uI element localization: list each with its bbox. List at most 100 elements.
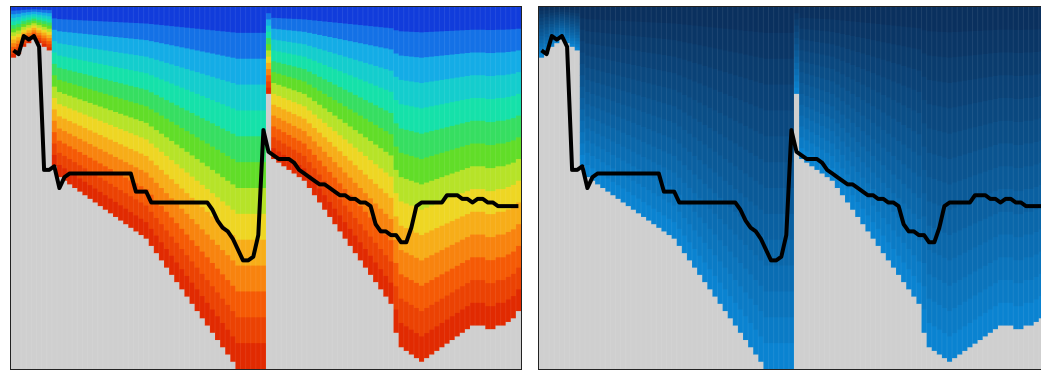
right-cell <box>890 118 897 138</box>
left-cell <box>398 104 405 129</box>
right-seabed-column <box>646 220 652 369</box>
right-cell <box>666 137 672 155</box>
left-cell <box>148 109 155 127</box>
left-cell <box>72 136 78 150</box>
right-cell <box>1023 257 1029 281</box>
left-cell <box>332 69 338 85</box>
right-cell <box>992 260 999 284</box>
left-cell <box>480 302 486 326</box>
right-cell <box>804 73 810 86</box>
right-cell <box>1013 260 1019 284</box>
left-cell <box>403 31 410 57</box>
left-cell <box>77 112 83 127</box>
right-cell <box>600 123 606 137</box>
right-cell <box>1028 257 1035 281</box>
left-cell <box>92 160 99 175</box>
left-cell <box>143 139 150 157</box>
right-cell <box>712 151 718 173</box>
left-cell <box>398 298 405 324</box>
left-cell <box>490 145 496 169</box>
right-cell <box>998 302 1004 326</box>
right-cell <box>931 252 938 278</box>
right-cell <box>896 121 902 142</box>
left-cell <box>11 28 17 33</box>
right-cell <box>768 343 774 369</box>
left-cell <box>449 173 456 198</box>
right-cell <box>1033 29 1040 53</box>
left-cell <box>133 215 139 232</box>
right-cell <box>880 7 887 25</box>
right-cell <box>727 296 734 319</box>
right-cell <box>885 61 892 80</box>
right-cell <box>625 21 632 36</box>
left-cell <box>189 49 195 72</box>
left-cell <box>194 72 201 95</box>
right-cell <box>748 79 754 105</box>
right-cell <box>1008 7 1014 31</box>
right-cell <box>896 102 902 123</box>
right-cell <box>702 242 708 263</box>
right-cell <box>722 72 729 95</box>
left-cell <box>301 69 308 82</box>
right-cell <box>702 203 708 224</box>
right-cell <box>865 167 871 184</box>
right-cell <box>819 54 825 67</box>
left-cell <box>11 35 17 40</box>
right-cell <box>952 333 958 359</box>
left-cell <box>510 140 517 164</box>
left-cell <box>11 32 17 37</box>
right-cell <box>783 32 790 60</box>
right-cell <box>768 32 774 60</box>
left-cell <box>138 153 144 171</box>
left-cell <box>118 113 124 130</box>
left-cell <box>118 7 124 23</box>
left-cell <box>164 44 170 64</box>
right-cell <box>758 7 764 33</box>
right-cell <box>906 87 912 109</box>
right-cell <box>839 128 846 142</box>
right-cell <box>1028 7 1035 31</box>
left-cell <box>311 181 318 196</box>
right-cell <box>916 261 922 284</box>
left-cell <box>184 110 190 132</box>
right-cell <box>641 81 647 98</box>
right-cell <box>1033 119 1040 143</box>
right-cell <box>998 98 1004 122</box>
left-cell <box>362 137 369 157</box>
right-cell <box>824 7 831 20</box>
left-cell <box>281 7 287 19</box>
left-cell <box>250 317 257 344</box>
left-seabed-column <box>419 361 425 369</box>
left-cell <box>424 57 430 83</box>
right-cell <box>646 190 652 206</box>
left-seabed-column <box>398 347 405 369</box>
right-cell <box>732 98 739 122</box>
left-cell <box>408 7 415 33</box>
left-seabed-column <box>41 46 48 369</box>
right-cell <box>595 171 601 185</box>
left-cell <box>26 9 32 13</box>
left-cell <box>158 133 165 153</box>
right-cell <box>579 132 586 144</box>
left-cell <box>271 115 277 127</box>
right-cell <box>717 176 723 199</box>
left-cell <box>505 51 512 75</box>
left-cell <box>429 7 435 33</box>
left-seabed-column <box>67 184 73 369</box>
left-seabed-column <box>357 260 364 369</box>
left-cell <box>495 7 501 31</box>
left-cell <box>174 203 180 224</box>
left-cell <box>383 213 389 235</box>
right-cell <box>962 277 968 303</box>
left-cell <box>11 46 17 51</box>
right-cell <box>773 7 780 34</box>
left-cell <box>184 255 190 277</box>
right-cell <box>635 65 642 82</box>
left-cell <box>67 7 73 21</box>
left-seabed-column <box>128 227 134 369</box>
left-cell <box>51 109 58 122</box>
left-cell <box>255 58 262 85</box>
right-cell <box>890 81 897 101</box>
left-cell <box>266 38 272 45</box>
left-cell <box>383 131 389 153</box>
